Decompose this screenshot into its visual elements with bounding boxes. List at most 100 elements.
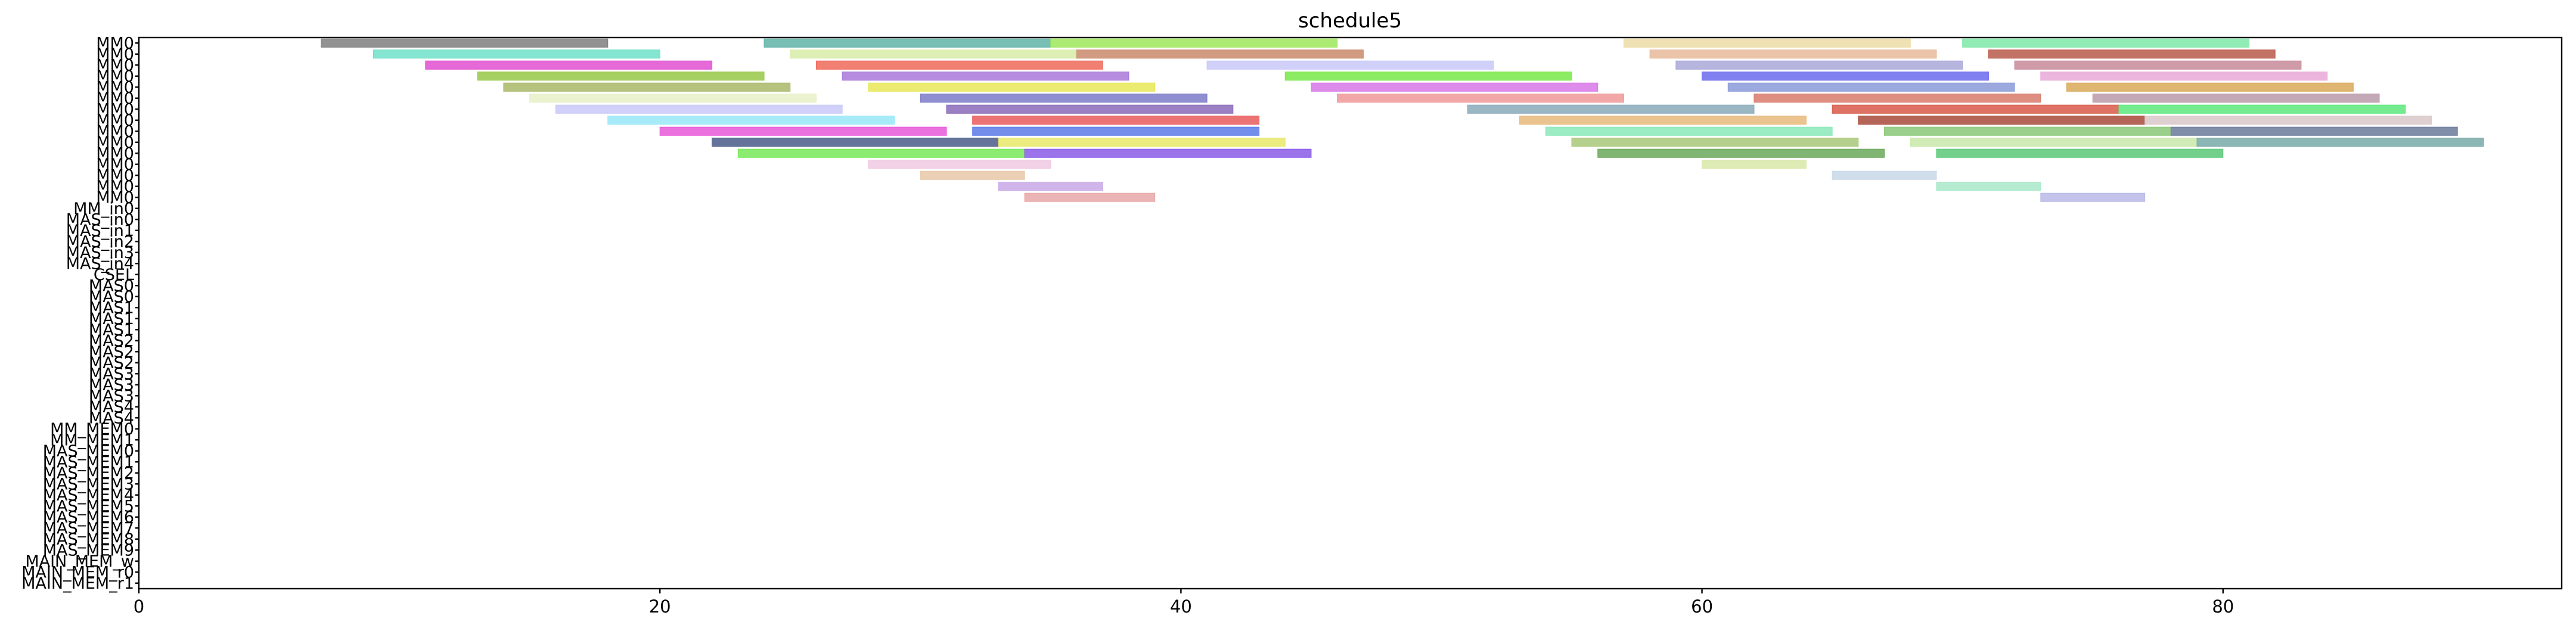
row-label: MM_in0	[73, 200, 134, 218]
task-bar	[815, 60, 1103, 70]
task-bar	[1962, 38, 2249, 48]
x-tick-label: 80	[2212, 596, 2234, 617]
row-label: MM0	[96, 78, 134, 97]
task-bar	[972, 116, 1260, 125]
row-label: MAS1	[89, 299, 134, 317]
task-bar	[1206, 60, 1494, 70]
task-bar	[998, 138, 1286, 147]
row-label: MAS_MEM5	[43, 497, 134, 515]
row-label: MAIN_MEM_r1	[21, 574, 134, 593]
task-bar	[1884, 126, 2171, 136]
row-label: MM0	[96, 89, 134, 108]
chart-title: schedule5	[1298, 9, 1402, 33]
task-bar	[1623, 38, 1911, 48]
row-label: MAS3	[89, 376, 134, 394]
row-label: MAS2	[89, 343, 134, 361]
row-label: MAS2	[89, 332, 134, 350]
row-label: MAS_in0	[66, 210, 134, 229]
x-tick-label: 0	[134, 596, 144, 617]
task-bar	[2014, 60, 2302, 70]
row-label: MAS2	[89, 354, 134, 372]
task-bar	[1753, 94, 2041, 103]
row-label: MM0	[96, 166, 134, 185]
task-bar	[1050, 38, 1338, 48]
bars-layer	[321, 38, 2484, 202]
row-label: MAS_MEM6	[43, 508, 134, 527]
task-bar	[2092, 94, 2380, 103]
row-label: MAS_MEM8	[43, 530, 134, 549]
row-label: MM_MEM0	[50, 420, 134, 439]
task-bar	[2118, 104, 2406, 114]
row-label: MAIN_MEM_r0	[21, 563, 134, 582]
task-bar	[1024, 148, 1312, 158]
task-bar	[1649, 49, 1937, 59]
task-bar	[2066, 82, 2354, 92]
task-bar	[607, 116, 895, 125]
plot-frame	[138, 36, 2563, 590]
task-bar	[1936, 148, 2224, 158]
row-label: MM0	[96, 100, 134, 119]
task-bar	[1337, 94, 1624, 103]
task-bar	[737, 148, 1025, 158]
task-bar	[1858, 116, 2146, 125]
row-label: MM0	[96, 111, 134, 130]
row-label: MAS0	[89, 276, 134, 295]
task-bar	[1076, 49, 1364, 59]
task-bar	[2144, 116, 2432, 125]
task-bar	[555, 104, 843, 114]
task-bar	[998, 182, 1103, 191]
task-bar	[425, 60, 713, 70]
row-label: MAS_in2	[66, 232, 134, 251]
task-bar	[503, 82, 791, 92]
row-label: MM0	[96, 144, 134, 163]
task-bar	[1545, 126, 1833, 136]
task-bar	[321, 38, 609, 48]
row-label: MM_MEM1	[50, 431, 134, 449]
task-bar	[972, 126, 1260, 136]
row-label: MAS_MEM4	[43, 486, 134, 505]
task-bar	[1988, 49, 2276, 59]
task-bar	[1571, 138, 1859, 147]
row-label: MAS_MEM7	[43, 519, 134, 537]
row-label: MAS1	[89, 321, 134, 339]
task-bar	[764, 38, 1051, 48]
task-bar	[1284, 71, 1572, 81]
row-label: MM0	[96, 122, 134, 141]
row-label: MAS3	[89, 387, 134, 405]
task-bar	[529, 94, 817, 103]
task-bar	[920, 94, 1208, 103]
task-bar	[842, 71, 1129, 81]
task-bar	[477, 71, 765, 81]
row-label: MM0	[96, 67, 134, 86]
row-label: MAS4	[89, 409, 134, 427]
row-label: MAS3	[89, 365, 134, 383]
task-bar	[868, 82, 1156, 92]
task-bar	[1832, 104, 2119, 114]
task-bar	[2196, 138, 2484, 147]
x-tick-label: 40	[1170, 596, 1192, 617]
x-tick-label: 60	[1691, 596, 1713, 617]
task-bar	[1832, 170, 1937, 180]
task-bar	[920, 170, 1025, 180]
row-label: MM0	[96, 188, 134, 207]
task-bar	[1467, 104, 1755, 114]
row-label: MM0	[96, 178, 134, 196]
task-bar	[2170, 126, 2458, 136]
task-bar	[790, 49, 1078, 59]
row-label: MAS_MEM9	[43, 541, 134, 559]
task-bar	[712, 138, 999, 147]
row-label: MAS_MEM1	[43, 453, 134, 471]
x-axis: 0 20 40 60 80	[134, 589, 2234, 617]
task-bar	[1936, 182, 2041, 191]
task-bar	[1519, 116, 1807, 125]
task-bar	[659, 126, 947, 136]
row-label: MM0	[96, 133, 134, 152]
task-bar	[2040, 192, 2146, 202]
x-tick-label: 20	[649, 596, 671, 617]
task-bar	[1024, 192, 1156, 202]
task-bar	[1311, 82, 1599, 92]
row-label: MAIN_MEM_w	[25, 552, 134, 571]
task-bar	[946, 104, 1234, 114]
task-bar	[373, 49, 660, 59]
